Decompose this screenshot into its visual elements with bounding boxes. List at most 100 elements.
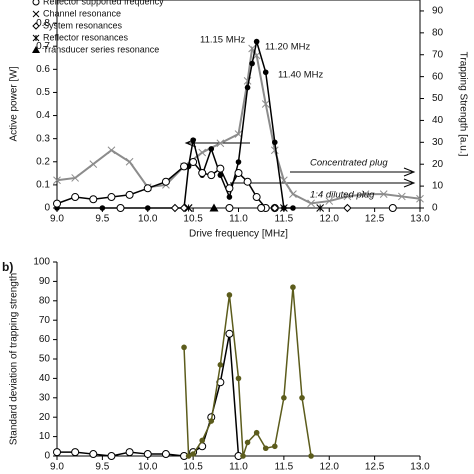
point: [125, 448, 134, 457]
point: [207, 171, 216, 180]
legend-item: Channel resonance: [32, 8, 121, 18]
x-tick-label: 12.5: [365, 462, 385, 473]
point: [308, 453, 314, 459]
point: [180, 162, 189, 171]
y-tick-label: 20: [39, 412, 51, 423]
series-line: [57, 333, 240, 457]
y2-axis-label: Trapping Strength [a.u.]: [457, 52, 468, 157]
annotation: Concentrated plug: [310, 158, 388, 169]
point: [143, 184, 152, 193]
x-tick-label: 11.5: [275, 214, 294, 225]
legend-item: Transducer series resonance: [32, 44, 159, 54]
x-tick-label: 9.0: [50, 214, 64, 225]
x-axis-label: Drive frequency [MHz]: [189, 229, 288, 240]
annotation: 11.40 MHz: [278, 70, 323, 81]
y-tick-label: 0.3: [36, 133, 50, 144]
y-tick-label: 10: [39, 431, 51, 442]
point: [325, 197, 334, 205]
point: [280, 176, 288, 185]
point: [252, 193, 261, 202]
point: [53, 448, 61, 457]
legend-label: Reflector supported frequency: [43, 0, 164, 6]
y2-tick-label: 50: [432, 93, 444, 104]
point: [53, 199, 61, 208]
x-tick-label: 11.5: [275, 462, 294, 473]
annotation: 11.15 MHz: [200, 35, 245, 46]
y-tick-label: 50: [39, 354, 51, 365]
legend-label: Channel resonance: [43, 8, 121, 18]
legend-label: Transducer series resonance: [43, 44, 159, 54]
series-line: [56, 45, 421, 205]
point: [89, 160, 98, 168]
point: [181, 344, 187, 351]
y-tick-label: 0.6: [36, 64, 50, 75]
point: [116, 204, 125, 212]
point: [379, 190, 388, 198]
x-tick-label: 10.0: [138, 214, 158, 225]
y-tick-label: 0.7: [36, 41, 50, 52]
x-tick-label: 9.0: [50, 462, 64, 473]
point: [397, 192, 406, 201]
point: [143, 450, 152, 459]
point: [290, 284, 296, 291]
x-tick-label: 13.0: [410, 214, 430, 225]
point: [189, 158, 198, 167]
legend-symbol: [32, 22, 40, 30]
legend-item: Reflector resonances: [32, 32, 129, 42]
legend-symbol: [32, 46, 40, 53]
y2-tick-label: 80: [432, 27, 444, 38]
point: [416, 194, 424, 203]
point: [343, 192, 352, 201]
y-tick-label: 30: [39, 392, 51, 403]
point: [107, 452, 116, 460]
point: [280, 204, 288, 212]
legend-item: Reflector supported frequency: [32, 0, 164, 6]
point: [125, 157, 134, 166]
x-tick-label: 10.5: [183, 462, 203, 473]
point: [89, 195, 98, 204]
y-tick-label: 100: [33, 257, 50, 268]
point: [272, 443, 278, 450]
y2-tick-label: 70: [432, 49, 444, 60]
point: [281, 395, 287, 401]
point: [190, 137, 196, 143]
y-tick-label: 0.1: [36, 180, 50, 191]
y-tick-label: 60: [39, 334, 51, 345]
legend-item: System resonances: [32, 20, 123, 30]
point: [270, 146, 279, 155]
annotation: 11.20 MHz: [265, 42, 310, 53]
y2-tick-label: 30: [432, 137, 444, 148]
y-tick-label: 0.2: [36, 156, 50, 167]
point: [216, 164, 225, 173]
point: [388, 204, 397, 212]
point: [161, 177, 170, 186]
y-tick-label: 0: [44, 203, 50, 214]
point: [225, 184, 234, 193]
legend-label: System resonances: [43, 20, 123, 30]
y-tick-label: 0.4: [36, 110, 50, 121]
y-tick-label: 70: [39, 315, 51, 326]
x-tick-label: 10.5: [183, 214, 203, 225]
annotation: 1:4 diluted plug: [310, 190, 375, 201]
point: [262, 445, 269, 452]
point: [185, 453, 192, 459]
y-axis-label: Active power [W]: [9, 66, 20, 141]
point: [89, 450, 98, 459]
y-tick-label: 90: [39, 276, 51, 287]
point: [107, 146, 116, 155]
y-tick-label: 0.8: [36, 18, 50, 29]
legend-label: Reflector resonances: [43, 32, 129, 42]
y-axis-label: Standard deviation of trapping strength: [9, 273, 20, 445]
point: [299, 395, 305, 401]
series-line: [183, 287, 312, 458]
point: [208, 146, 215, 152]
y2-tick-label: 0: [432, 203, 438, 214]
point: [225, 204, 234, 212]
point: [253, 429, 260, 436]
point: [53, 176, 61, 185]
point: [170, 203, 180, 213]
point: [289, 190, 297, 198]
point: [257, 204, 266, 212]
